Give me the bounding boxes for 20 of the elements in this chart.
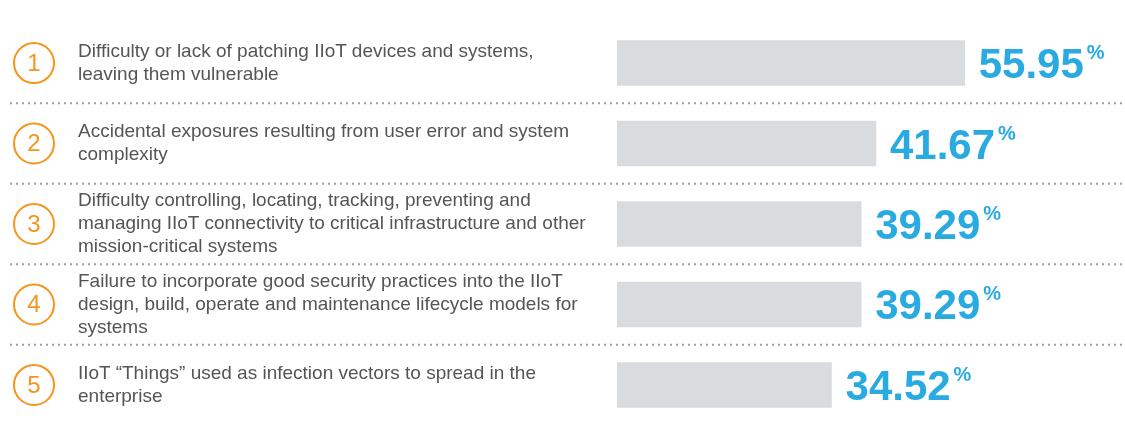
text: 5 bbox=[27, 370, 41, 398]
data-label: 39.29% bbox=[875, 201, 1002, 248]
bar bbox=[617, 201, 862, 247]
y-tick-label: Difficulty or lack of patching IIoT devices and systems, leaving them vulnerable bbox=[78, 39, 534, 84]
data-label: 34.52% bbox=[845, 361, 972, 409]
y-tick-label: IIoT “Things” used as infection vectors to spread in the enterprise bbox=[78, 361, 536, 406]
data-label: 39.29% bbox=[875, 281, 1002, 329]
y-tick-label: Failure to incorporate good security practices into the IIoT design, build, operate and maintenance lifecycle models for systems bbox=[78, 269, 579, 337]
y-tick-label: Accidental exposures resulting from user error and system complexity bbox=[78, 120, 570, 165]
bar bbox=[617, 281, 862, 328]
bar bbox=[617, 40, 965, 86]
data-label: 55.95% bbox=[978, 40, 1105, 88]
text: 4 bbox=[27, 290, 41, 318]
text: 1 bbox=[27, 48, 41, 76]
text: 3 bbox=[27, 209, 41, 237]
bar bbox=[617, 120, 877, 167]
text: 2 bbox=[27, 129, 41, 157]
y-tick-label: Difficulty controlling, locating, tracking, preventing and managing IIoT connectivity to critical infrastructure and other mission-critical systems bbox=[78, 189, 587, 257]
data-label: 41.67% bbox=[889, 120, 1017, 168]
bar bbox=[617, 362, 832, 408]
